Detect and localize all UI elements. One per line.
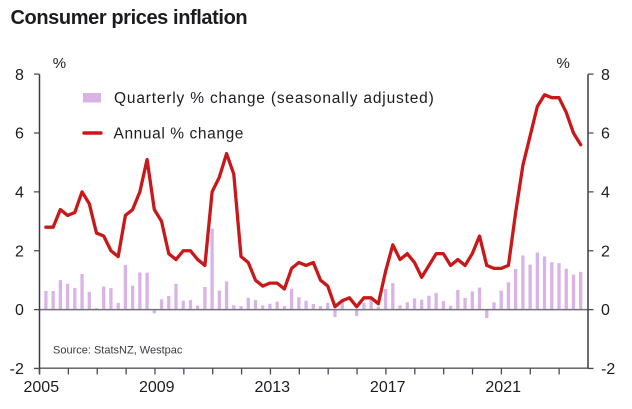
- svg-text:4: 4: [15, 184, 24, 201]
- svg-text:6: 6: [601, 126, 610, 143]
- svg-text:6: 6: [15, 126, 24, 143]
- svg-text:2: 2: [601, 243, 610, 260]
- svg-text:2017: 2017: [370, 379, 406, 396]
- svg-text:2005: 2005: [24, 379, 60, 396]
- svg-text:2021: 2021: [485, 379, 521, 396]
- svg-text:0: 0: [15, 302, 24, 319]
- svg-text:-2: -2: [601, 361, 615, 378]
- svg-text:Quarterly % change (seasonally: Quarterly % change (seasonally adjusted): [114, 90, 435, 107]
- svg-text:2: 2: [15, 243, 24, 260]
- svg-text:8: 8: [601, 67, 610, 84]
- svg-text:Annual % change: Annual % change: [114, 125, 245, 142]
- svg-text:2009: 2009: [139, 379, 175, 396]
- svg-text:4: 4: [601, 184, 610, 201]
- svg-text:2013: 2013: [254, 379, 290, 396]
- svg-text:-2: -2: [10, 361, 24, 378]
- svg-text:%: %: [557, 55, 570, 72]
- svg-text:Source: StatsNZ, Westpac: Source: StatsNZ, Westpac: [53, 345, 183, 357]
- svg-text:8: 8: [15, 67, 24, 84]
- svg-text:0: 0: [601, 302, 610, 319]
- svg-text:%: %: [53, 55, 66, 72]
